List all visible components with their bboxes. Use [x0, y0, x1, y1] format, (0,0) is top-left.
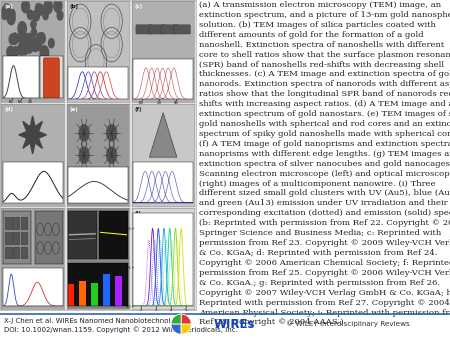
Polygon shape	[149, 113, 177, 157]
Circle shape	[37, 33, 42, 42]
Text: (e): (e)	[70, 107, 78, 113]
Bar	[91, 283, 99, 306]
Bar	[115, 275, 122, 306]
Wedge shape	[171, 314, 181, 324]
Polygon shape	[19, 116, 46, 154]
Text: WIREs: WIREs	[214, 318, 255, 331]
Text: (c): (c)	[135, 4, 143, 9]
Circle shape	[9, 34, 15, 44]
Circle shape	[38, 32, 45, 44]
Circle shape	[21, 34, 28, 46]
Text: (a) A transmission electron microscopy (TEM) image, an
extinction spectrum, and : (a) A transmission electron microscopy (…	[199, 1, 450, 327]
Circle shape	[36, 4, 41, 12]
Circle shape	[79, 125, 89, 141]
Circle shape	[25, 33, 32, 45]
Text: (f): (f)	[135, 107, 143, 113]
Wedge shape	[171, 324, 181, 334]
Bar	[79, 281, 86, 306]
Circle shape	[7, 46, 14, 58]
Bar	[5, 232, 12, 244]
Circle shape	[13, 46, 18, 56]
Bar	[67, 284, 74, 306]
Circle shape	[18, 43, 25, 55]
Circle shape	[57, 11, 63, 20]
Bar	[21, 217, 27, 229]
Circle shape	[44, 0, 52, 14]
Text: (d): (d)	[4, 107, 13, 113]
Bar	[5, 217, 12, 229]
Bar	[21, 232, 27, 244]
Bar	[5, 247, 12, 258]
Circle shape	[32, 28, 36, 37]
Circle shape	[31, 38, 40, 52]
Circle shape	[43, 11, 48, 20]
Text: (h): (h)	[70, 211, 79, 216]
FancyBboxPatch shape	[148, 25, 165, 34]
Bar	[14, 217, 19, 229]
Circle shape	[49, 39, 54, 48]
Wedge shape	[181, 314, 191, 324]
Circle shape	[79, 147, 89, 163]
Text: X-J Chen et al. WIREs Nanomed Nanobiotechnol 2012
DOI: 10.1002/wnan.1159. Copyri: X-J Chen et al. WIREs Nanomed Nanobiotec…	[4, 318, 238, 333]
Text: © WILEY Interdisciplinary Reviews: © WILEY Interdisciplinary Reviews	[286, 321, 410, 328]
Text: (g): (g)	[4, 211, 13, 216]
Circle shape	[4, 5, 11, 17]
Circle shape	[22, 34, 31, 47]
Circle shape	[10, 9, 15, 18]
Circle shape	[107, 147, 117, 163]
Circle shape	[26, 42, 33, 53]
Bar	[14, 247, 19, 258]
Bar	[21, 247, 27, 258]
Text: (b): (b)	[70, 4, 79, 9]
Circle shape	[40, 46, 49, 60]
Circle shape	[27, 10, 33, 19]
FancyBboxPatch shape	[173, 25, 190, 34]
Circle shape	[11, 33, 18, 44]
Circle shape	[37, 4, 44, 15]
Bar	[104, 274, 111, 306]
Circle shape	[21, 41, 29, 55]
Circle shape	[18, 22, 27, 35]
Circle shape	[18, 31, 26, 44]
FancyBboxPatch shape	[136, 25, 153, 34]
Circle shape	[22, 0, 29, 13]
FancyBboxPatch shape	[44, 58, 59, 98]
Bar	[14, 232, 19, 244]
FancyBboxPatch shape	[161, 25, 178, 34]
Circle shape	[33, 10, 40, 21]
Circle shape	[4, 4, 9, 14]
Circle shape	[31, 20, 36, 28]
Text: (i): (i)	[135, 211, 142, 216]
Circle shape	[107, 125, 117, 141]
Circle shape	[36, 41, 41, 50]
Circle shape	[1, 7, 9, 19]
Circle shape	[36, 42, 41, 50]
Text: (a): (a)	[4, 4, 13, 9]
Circle shape	[54, 0, 62, 12]
Circle shape	[7, 12, 15, 25]
Wedge shape	[181, 324, 191, 334]
